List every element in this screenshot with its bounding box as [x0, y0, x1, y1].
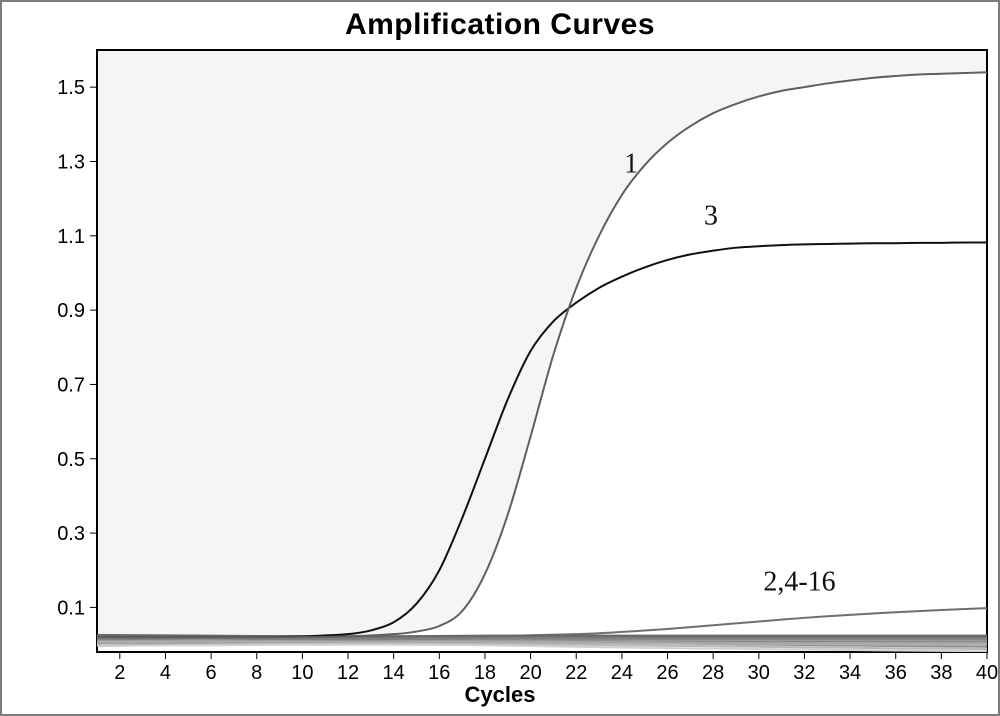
- x-tick-label: 34: [839, 662, 861, 684]
- x-tick-label: 26: [656, 662, 678, 684]
- x-tick-label: 16: [428, 662, 450, 684]
- y-tick-label: 0.3: [57, 523, 85, 545]
- y-tick-label: 1.3: [57, 151, 85, 173]
- y-tick-label: 0.7: [57, 374, 85, 396]
- x-tick-label: 24: [611, 662, 633, 684]
- x-tick-label: 12: [337, 662, 359, 684]
- x-tick-label: 14: [383, 662, 405, 684]
- x-tick-label: 32: [793, 662, 815, 684]
- y-tick-label: 0.9: [57, 300, 85, 322]
- x-tick-label: 28: [702, 662, 724, 684]
- y-tick-label: 0.5: [57, 449, 85, 471]
- x-tick-label: 38: [930, 662, 952, 684]
- x-tick-label: 36: [885, 662, 907, 684]
- x-tick-label: 40: [976, 662, 998, 684]
- x-tick-label: 6: [206, 662, 217, 684]
- chart-container: Amplification Curves Fluorescence (610) …: [0, 0, 1000, 716]
- y-tick-label: 0.1: [57, 597, 85, 619]
- annotation-label: 2,4-16: [763, 567, 835, 598]
- y-tick-label: 1.1: [57, 226, 85, 248]
- series-flat_l: [97, 639, 987, 640]
- x-tick-label: 30: [748, 662, 770, 684]
- annotation-label: 1: [624, 149, 638, 180]
- x-tick-label: 20: [519, 662, 541, 684]
- y-tick-label: 1.5: [57, 77, 85, 99]
- x-tick-label: 8: [251, 662, 262, 684]
- shaded-area: [97, 50, 987, 637]
- x-tick-label: 2: [114, 662, 125, 684]
- annotation-label: 3: [704, 201, 718, 232]
- chart-svg: 2468101214161820222426283032343638400.10…: [2, 2, 1000, 716]
- x-tick-label: 4: [160, 662, 171, 684]
- x-tick-label: 10: [291, 662, 313, 684]
- x-tick-label: 18: [474, 662, 496, 684]
- x-tick-label: 22: [565, 662, 587, 684]
